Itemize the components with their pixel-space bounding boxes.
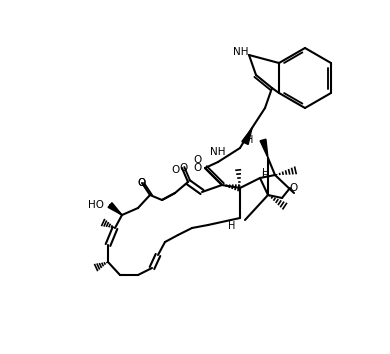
Text: O: O <box>194 155 202 165</box>
Text: O: O <box>194 163 202 173</box>
Text: O: O <box>138 178 146 188</box>
Polygon shape <box>108 203 122 215</box>
Text: O: O <box>138 178 146 188</box>
Text: O: O <box>290 183 298 193</box>
Text: NH: NH <box>233 47 249 57</box>
Text: H: H <box>262 168 270 178</box>
Text: NH: NH <box>210 147 226 157</box>
Text: O: O <box>172 165 180 175</box>
Text: H: H <box>246 135 254 145</box>
Text: HO: HO <box>88 200 104 210</box>
Text: H: H <box>228 221 236 231</box>
Text: H: H <box>262 171 268 179</box>
Polygon shape <box>242 128 252 144</box>
Text: O: O <box>180 163 188 173</box>
Polygon shape <box>260 139 268 158</box>
